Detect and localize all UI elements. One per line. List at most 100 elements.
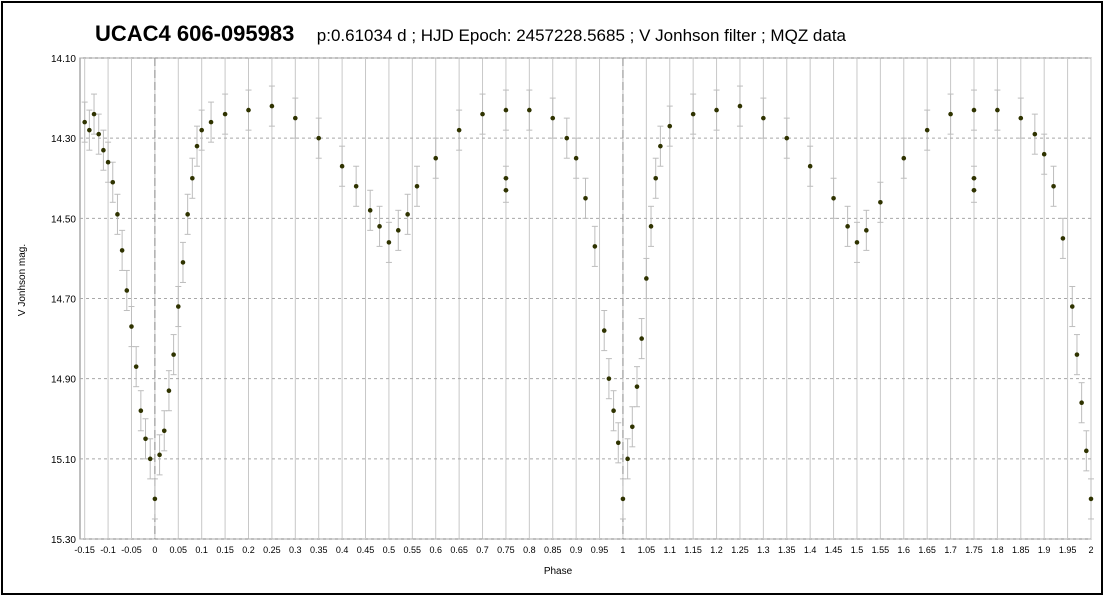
chart-subtitle: p:0.61034 d ; HJD Epoch: 2457228.5685 ; … (316, 26, 847, 45)
x-tick-label: 0.35 (310, 545, 328, 555)
data-point (971, 175, 977, 181)
x-tick-label: 0.55 (404, 545, 422, 555)
data-point (1060, 236, 1066, 241)
y-tick-label: 15.30 (51, 535, 76, 546)
x-tick-label: 1.7 (944, 545, 957, 555)
x-tick-label: 0.15 (216, 545, 234, 555)
data-point (606, 376, 612, 381)
data-point (395, 228, 401, 233)
data-point (690, 111, 696, 117)
data-point (971, 107, 977, 113)
data-point (737, 103, 743, 109)
data-point (152, 496, 158, 502)
data-point (129, 324, 134, 329)
x-tick-label: 0.6 (429, 545, 442, 555)
data-point (105, 159, 111, 165)
data-point (527, 107, 532, 113)
data-point (386, 240, 392, 245)
x-tick-label: 1.2 (710, 545, 723, 555)
data-point (246, 107, 251, 113)
data-point (480, 111, 485, 117)
data-point (854, 240, 860, 245)
x-tick-label: 0.85 (544, 545, 562, 555)
data-point (124, 288, 130, 293)
data-point (157, 452, 162, 458)
data-point (367, 208, 373, 213)
x-tick-label: 1.4 (804, 545, 817, 555)
data-point (639, 336, 644, 341)
x-tick-label: 0.9 (570, 545, 583, 555)
data-point (648, 224, 654, 229)
data-point (592, 244, 598, 249)
data-point (625, 456, 630, 462)
data-point (831, 195, 836, 201)
data-point (924, 127, 930, 133)
data-point (503, 187, 509, 193)
data-point (807, 163, 813, 169)
x-tick-label: 1.3 (757, 545, 770, 555)
data-point (901, 155, 907, 161)
data-point (175, 304, 181, 309)
x-axis-title: Phase (544, 566, 573, 577)
data-point (714, 107, 719, 113)
x-tick-label: 2 (1088, 545, 1093, 555)
data-point (222, 111, 228, 117)
data-point (82, 119, 87, 125)
data-point (1069, 304, 1075, 309)
y-tick-label: 14.50 (51, 214, 76, 225)
x-tick-label: 0.1 (195, 545, 208, 555)
x-tick-label: 0 (152, 545, 157, 555)
data-point (503, 175, 509, 181)
data-point (784, 135, 790, 141)
x-tick-label: -0.05 (121, 545, 142, 555)
x-tick-label: 1.5 (851, 545, 864, 555)
data-point (658, 143, 663, 149)
y-tick-label: 14.90 (51, 375, 76, 386)
data-point (1088, 496, 1094, 502)
x-tick-label: 0.2 (242, 545, 255, 555)
x-tick-label: 0.7 (476, 545, 489, 555)
data-point (190, 175, 195, 181)
data-point (269, 103, 275, 109)
data-point (1079, 400, 1084, 406)
data-point (166, 388, 172, 393)
x-tick-label: 1.55 (872, 545, 890, 555)
data-point (1018, 115, 1024, 121)
data-point (293, 115, 298, 121)
data-point (101, 147, 106, 153)
data-point (414, 183, 420, 189)
data-point (971, 187, 977, 193)
x-tick-label: 0.3 (289, 545, 302, 555)
data-point (948, 111, 953, 117)
x-tick-label: 1.05 (638, 545, 656, 555)
x-tick-label: 0.45 (357, 545, 375, 555)
title-row: UCAC4 606-095983 p:0.61034 d ; HJD Epoch… (95, 21, 846, 47)
data-point (171, 352, 176, 357)
data-point (653, 175, 659, 181)
data-point (878, 200, 883, 205)
data-point (601, 328, 607, 333)
x-tick-label: 0.95 (591, 545, 609, 555)
data-point (133, 364, 139, 369)
x-tick-label: 1.75 (965, 545, 983, 555)
x-tick-label: 0.8 (523, 545, 536, 555)
data-point (630, 424, 635, 430)
x-tick-label: 1.9 (1038, 545, 1051, 555)
y-axis-title: V Jonhson mag. (17, 244, 28, 316)
x-tick-label: 0.65 (450, 545, 468, 555)
data-point (185, 212, 190, 217)
data-point (583, 195, 588, 201)
data-point (615, 440, 621, 446)
data-point (667, 123, 673, 129)
x-tick-label: 1.35 (778, 545, 796, 555)
data-point (620, 496, 626, 502)
data-point (194, 143, 200, 149)
data-point (161, 428, 167, 434)
data-point (433, 155, 439, 161)
data-point (611, 408, 616, 414)
x-tick-label: 1.25 (731, 545, 749, 555)
data-point (1074, 352, 1080, 357)
data-point (87, 127, 92, 133)
data-point (96, 131, 102, 137)
data-point (845, 224, 850, 229)
